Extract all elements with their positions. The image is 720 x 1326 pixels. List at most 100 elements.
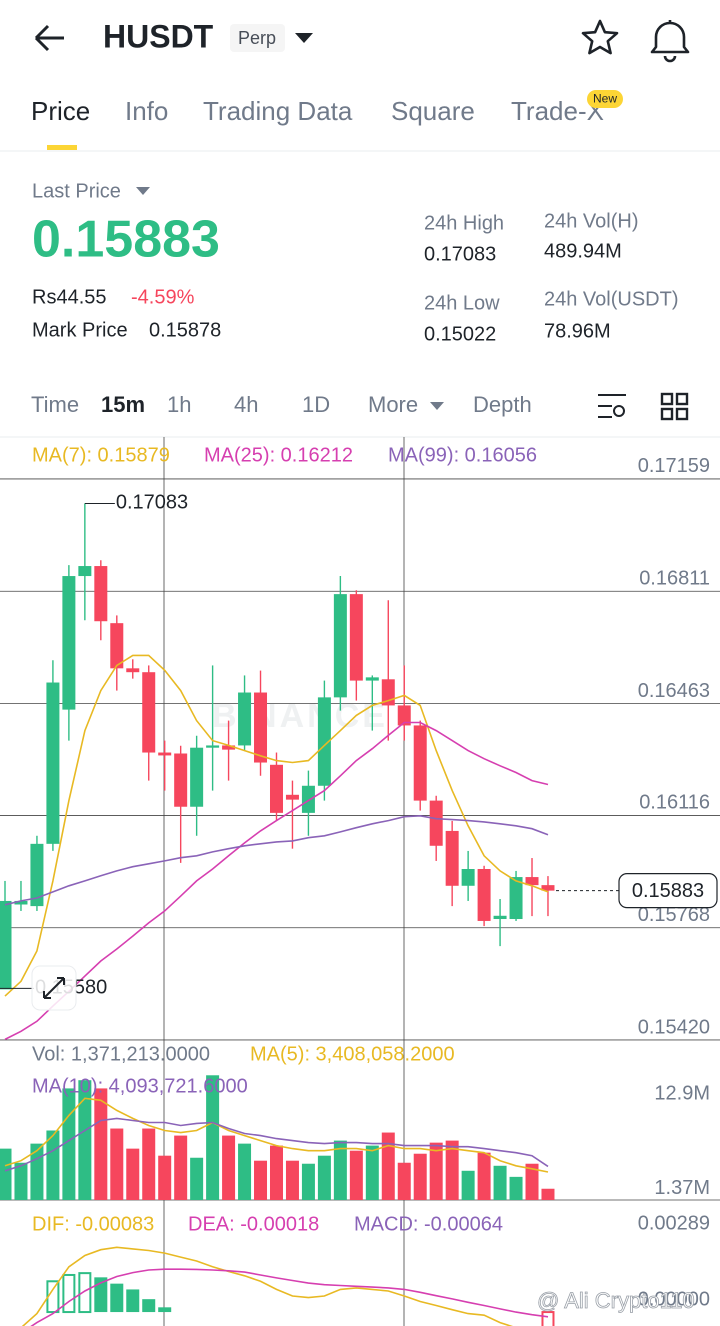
candle-body [110,623,124,669]
candle-body [238,692,252,746]
tab[interactable]: Price [31,96,90,126]
legend-entry: MA(5): 3,408,058.2000 [250,1043,455,1065]
stat-value: 0.15022 [424,323,496,345]
indicator-line [4,654,549,997]
y-tick-label: 0.00000 [638,1288,710,1310]
interval[interactable]: 4h [234,392,258,417]
y-tick-label: 0.16116 [639,792,710,814]
notification-button[interactable] [650,20,690,63]
volume-bar [0,1148,12,1200]
volume-bar [477,1152,491,1200]
interval[interactable]: Depth [473,392,532,417]
y-tick-label: 0.16811 [639,567,710,589]
legend-entry: MACD: -0.00064 [354,1213,503,1235]
interval[interactable]: Time [31,392,79,417]
volume-bar [254,1160,268,1200]
candle-body [206,745,220,748]
candle-body [174,753,188,807]
last-price: 0.15883 [32,211,220,269]
volume-bar [525,1163,539,1200]
volume-bar [381,1132,395,1200]
symbol: HUSDT [103,18,214,54]
panel [21,1246,555,1326]
stat-value: 489.94M [544,240,622,262]
macd-bar [62,1273,76,1314]
last-price-label: Last Price [32,180,121,202]
symbol-dropdown[interactable] [295,33,313,43]
macd-bar [126,1289,140,1313]
price-change: -4.59% [131,286,195,308]
candle-body [285,794,299,800]
candle-body [477,869,491,921]
indicator-line [4,1117,549,1172]
interval[interactable]: 1h [167,392,191,417]
legend-entry: MA(10): 4,093,721.6000 [32,1075,248,1097]
volume-bar [461,1170,475,1200]
stat-value: 0.17083 [424,243,496,265]
macd-bar [110,1283,124,1313]
volume-bar [301,1163,315,1200]
plots: 0.15420 0.15768 0.16116 0.16463 0.16811 0.171… [0,444,720,1326]
new-badge: New [593,92,617,106]
perp-badge: Perp [238,28,276,48]
candle-body [525,877,539,886]
interval[interactable]: 1D [302,392,330,417]
candle-body [445,830,459,886]
more-dropdown[interactable] [430,402,444,410]
legend-entry: DEA: -0.00018 [188,1213,319,1235]
indicator-line [4,814,549,906]
volume-bar [110,1128,124,1200]
candle-body [429,800,443,846]
stat-label: 24h Vol(USDT) [544,288,679,310]
volume-bar [349,1150,363,1200]
candle-body [222,745,236,750]
y-tick-label: 0.17159 [638,455,710,477]
favorite-button[interactable] [581,19,619,55]
stat-label: 24h High [424,212,504,234]
indicator-settings[interactable] [598,394,626,418]
legend-entry: MA(7): 0.15879 [32,444,170,466]
tab[interactable]: Info [125,96,168,126]
layout-button[interactable] [660,392,689,421]
interval[interactable]: More [368,392,418,417]
volume-bar [206,1075,220,1200]
volume-bar [285,1160,299,1200]
volume-bar [174,1135,188,1200]
tab[interactable]: Trading Data [203,96,353,126]
macd-bar [94,1277,108,1313]
y-tick-label: 1.37M [654,1177,710,1199]
interval[interactable]: 15m [101,392,145,417]
candle-body [158,752,172,756]
last-price-dropdown[interactable] [136,187,150,195]
candle-body [142,672,156,753]
candle-body [94,566,108,622]
candle-body [365,677,379,681]
volume-bar [158,1155,172,1200]
indicator-line [30,1268,549,1326]
candle-body [317,697,331,786]
candle-body [493,915,507,920]
candle-body [301,785,315,813]
watermark: @ Ali Crypto110 [537,1288,695,1313]
volume-bar [493,1165,507,1200]
volume-bar [62,1088,76,1200]
candle-body [126,668,140,673]
volume-bar [509,1176,523,1200]
back-button[interactable] [34,24,64,52]
candle-body [541,885,555,891]
indicator-line [4,1097,549,1173]
candle-body [397,705,411,726]
last-price-value: 0.15883 [632,880,704,902]
tab[interactable]: Square [391,96,475,126]
volume-bar [14,1162,28,1200]
panel-labels: 0.15420 0.15768 0.16116 0.16463 0.16811 0.171… [0,444,718,1038]
candle-body [62,576,76,710]
candle-body [413,725,427,801]
volume-bar [397,1162,411,1200]
local-price: Rs44.55 [32,286,107,308]
volume-bar [126,1148,140,1200]
candle-body [254,692,268,763]
